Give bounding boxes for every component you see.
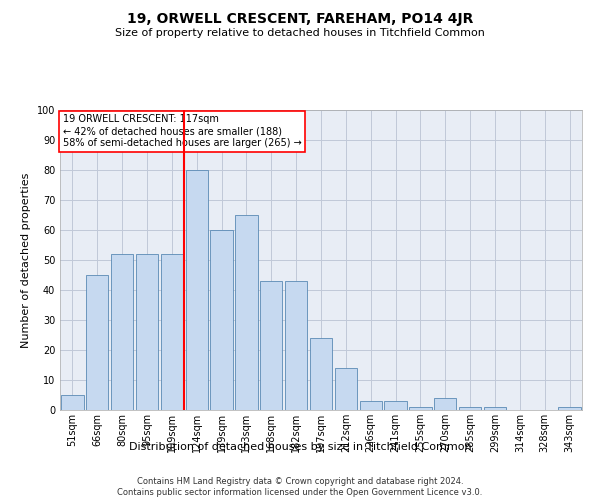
Bar — [111, 254, 133, 410]
Bar — [260, 281, 283, 410]
Bar — [61, 395, 83, 410]
Text: Distribution of detached houses by size in Titchfield Common: Distribution of detached houses by size … — [128, 442, 472, 452]
Y-axis label: Number of detached properties: Number of detached properties — [21, 172, 31, 348]
Bar — [310, 338, 332, 410]
Bar — [484, 407, 506, 410]
Bar — [211, 230, 233, 410]
Bar — [385, 401, 407, 410]
Text: 19, ORWELL CRESCENT, FAREHAM, PO14 4JR: 19, ORWELL CRESCENT, FAREHAM, PO14 4JR — [127, 12, 473, 26]
Bar — [434, 398, 457, 410]
Bar — [459, 407, 481, 410]
Bar — [235, 215, 257, 410]
Bar — [136, 254, 158, 410]
Bar — [409, 407, 431, 410]
Bar — [161, 254, 183, 410]
Bar — [559, 407, 581, 410]
Bar — [359, 401, 382, 410]
Bar — [86, 275, 109, 410]
Bar — [185, 170, 208, 410]
Text: Contains HM Land Registry data © Crown copyright and database right 2024.
Contai: Contains HM Land Registry data © Crown c… — [118, 478, 482, 497]
Bar — [285, 281, 307, 410]
Bar — [335, 368, 357, 410]
Text: 19 ORWELL CRESCENT: 117sqm
← 42% of detached houses are smaller (188)
58% of sem: 19 ORWELL CRESCENT: 117sqm ← 42% of deta… — [62, 114, 301, 148]
Text: Size of property relative to detached houses in Titchfield Common: Size of property relative to detached ho… — [115, 28, 485, 38]
